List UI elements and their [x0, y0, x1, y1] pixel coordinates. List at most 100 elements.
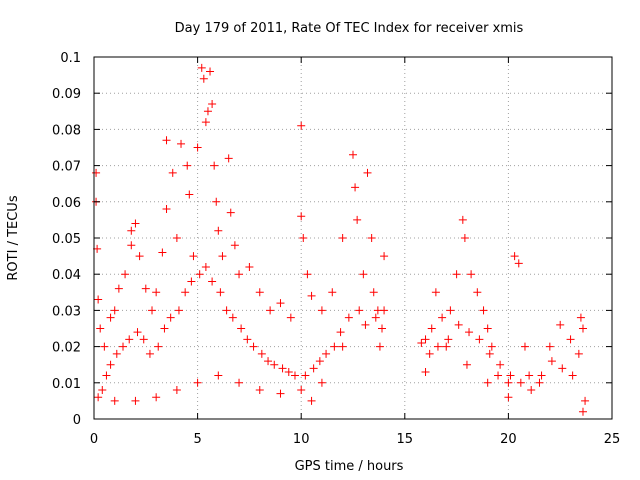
data-point [504, 378, 513, 387]
data-point [197, 63, 206, 72]
data-point [214, 371, 223, 380]
data-point [506, 371, 515, 380]
data-point [359, 270, 368, 279]
data-point [266, 306, 275, 315]
data-point [487, 342, 496, 351]
data-point [206, 67, 215, 76]
data-point [462, 360, 471, 369]
data-point [380, 252, 389, 261]
data-point [483, 324, 492, 333]
data-point [255, 386, 264, 395]
data-point [193, 378, 202, 387]
data-point [581, 396, 590, 405]
data-point [344, 313, 353, 322]
data-point [442, 342, 451, 351]
data-point [224, 154, 233, 163]
y-tick-label: 0.06 [52, 196, 81, 211]
data-point [363, 168, 372, 177]
data-point [516, 378, 525, 387]
data-point [361, 320, 370, 329]
data-point [168, 168, 177, 177]
data-point [317, 306, 326, 315]
data-point [301, 371, 310, 380]
data-point [187, 277, 196, 286]
data-point [371, 313, 380, 322]
data-point [131, 396, 140, 405]
data-point [278, 364, 287, 373]
data-point [525, 371, 534, 380]
data-point [286, 313, 295, 322]
data-point [467, 270, 476, 279]
data-point [230, 241, 239, 250]
data-point [307, 291, 316, 300]
data-point [162, 205, 171, 214]
data-point [496, 360, 505, 369]
data-point [545, 342, 554, 351]
y-tick-label: 0.09 [52, 87, 81, 102]
data-point [257, 349, 266, 358]
data-point [189, 252, 198, 261]
data-point [94, 295, 103, 304]
data-point [181, 288, 190, 297]
data-point [203, 107, 212, 116]
data-point [148, 306, 157, 315]
data-point [574, 349, 583, 358]
y-tick-label: 0.1 [60, 51, 81, 66]
data-point [297, 121, 306, 130]
data-point [92, 168, 101, 177]
data-point [218, 252, 227, 261]
grid [94, 57, 612, 419]
data-point [100, 342, 109, 351]
data-point [212, 197, 221, 206]
data-point [237, 324, 246, 333]
data-point [216, 288, 225, 297]
data-point [172, 386, 181, 395]
data-point [160, 324, 169, 333]
data-point [330, 342, 339, 351]
data-point [338, 234, 347, 242]
data-point [145, 349, 154, 358]
data-point [421, 367, 430, 376]
data-point [127, 241, 136, 250]
data-point [369, 288, 378, 297]
data-point [139, 335, 148, 344]
data-point [328, 288, 337, 297]
data-point [483, 378, 492, 387]
data-point [317, 378, 326, 387]
data-point [243, 335, 252, 344]
data-point [106, 313, 115, 322]
data-point [185, 190, 194, 199]
data-point [433, 342, 442, 351]
data-point [228, 313, 237, 322]
y-tick-label: 0 [73, 413, 81, 428]
data-point [98, 386, 107, 395]
x-axis-label: GPS time / hours [295, 459, 404, 474]
data-point [195, 270, 204, 279]
data-point [576, 313, 585, 322]
data-point [152, 393, 161, 402]
data-point [127, 226, 136, 235]
data-point [214, 226, 223, 235]
data-point [174, 306, 183, 315]
x-tick-label: 20 [500, 432, 517, 447]
data-point [201, 118, 210, 127]
data-point [558, 364, 567, 373]
data-point [183, 161, 192, 170]
data-point [210, 161, 219, 170]
data-point [438, 313, 447, 322]
data-point [158, 248, 167, 257]
data-point [349, 150, 357, 159]
data-point [135, 252, 144, 261]
data-point [458, 215, 467, 224]
data-point [141, 284, 150, 293]
data-point [297, 212, 306, 221]
data-point [177, 139, 186, 148]
data-point [355, 306, 364, 315]
data-point [378, 324, 387, 333]
y-tick-label: 0.05 [52, 232, 81, 247]
data-point [446, 306, 455, 315]
x-tick-label: 5 [193, 432, 201, 447]
data-point [94, 393, 103, 402]
data-points [92, 63, 590, 416]
